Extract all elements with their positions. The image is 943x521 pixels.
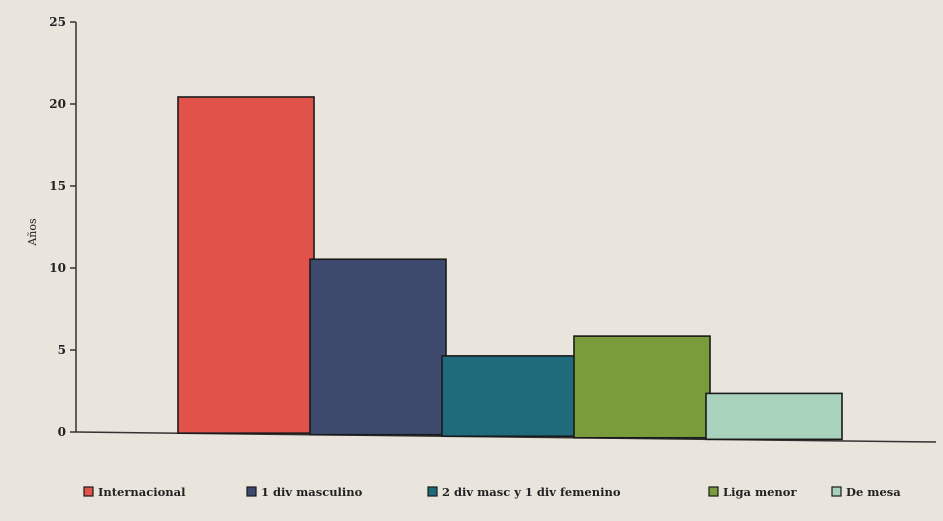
legend-swatch-1 bbox=[246, 486, 257, 497]
legend-label-0: Internacional bbox=[98, 485, 186, 499]
legend-label-3: Liga menor bbox=[723, 485, 797, 499]
y-tick-label: 20 bbox=[49, 97, 66, 111]
legend-label-4: De mesa bbox=[846, 485, 901, 499]
legend-swatch-4 bbox=[831, 486, 842, 497]
y-tick-label: 5 bbox=[58, 343, 66, 357]
legend-label-1: 1 div masculino bbox=[261, 485, 363, 499]
bar-2 bbox=[441, 355, 579, 438]
bar-4 bbox=[705, 392, 843, 441]
y-tick-label: 15 bbox=[49, 179, 66, 193]
y-tick-label: 0 bbox=[58, 425, 66, 439]
bar-3 bbox=[573, 335, 711, 439]
bar-0 bbox=[177, 96, 315, 434]
legend-label-2: 2 div masc y 1 div femenino bbox=[442, 485, 621, 499]
legend-swatch-0 bbox=[83, 486, 94, 497]
bars bbox=[177, 96, 843, 441]
y-tick-label: 25 bbox=[49, 15, 66, 29]
y-tick-label: 10 bbox=[49, 261, 66, 275]
legend-swatch-3 bbox=[708, 486, 719, 497]
y-ticks: 0 5 10 15 20 25 bbox=[49, 15, 76, 439]
legend-swatch-2 bbox=[427, 486, 438, 497]
y-axis-label: Años bbox=[26, 218, 39, 247]
bar-1 bbox=[309, 258, 447, 436]
legend: Internacional 1 div masculino 2 div masc y… bbox=[83, 485, 901, 499]
